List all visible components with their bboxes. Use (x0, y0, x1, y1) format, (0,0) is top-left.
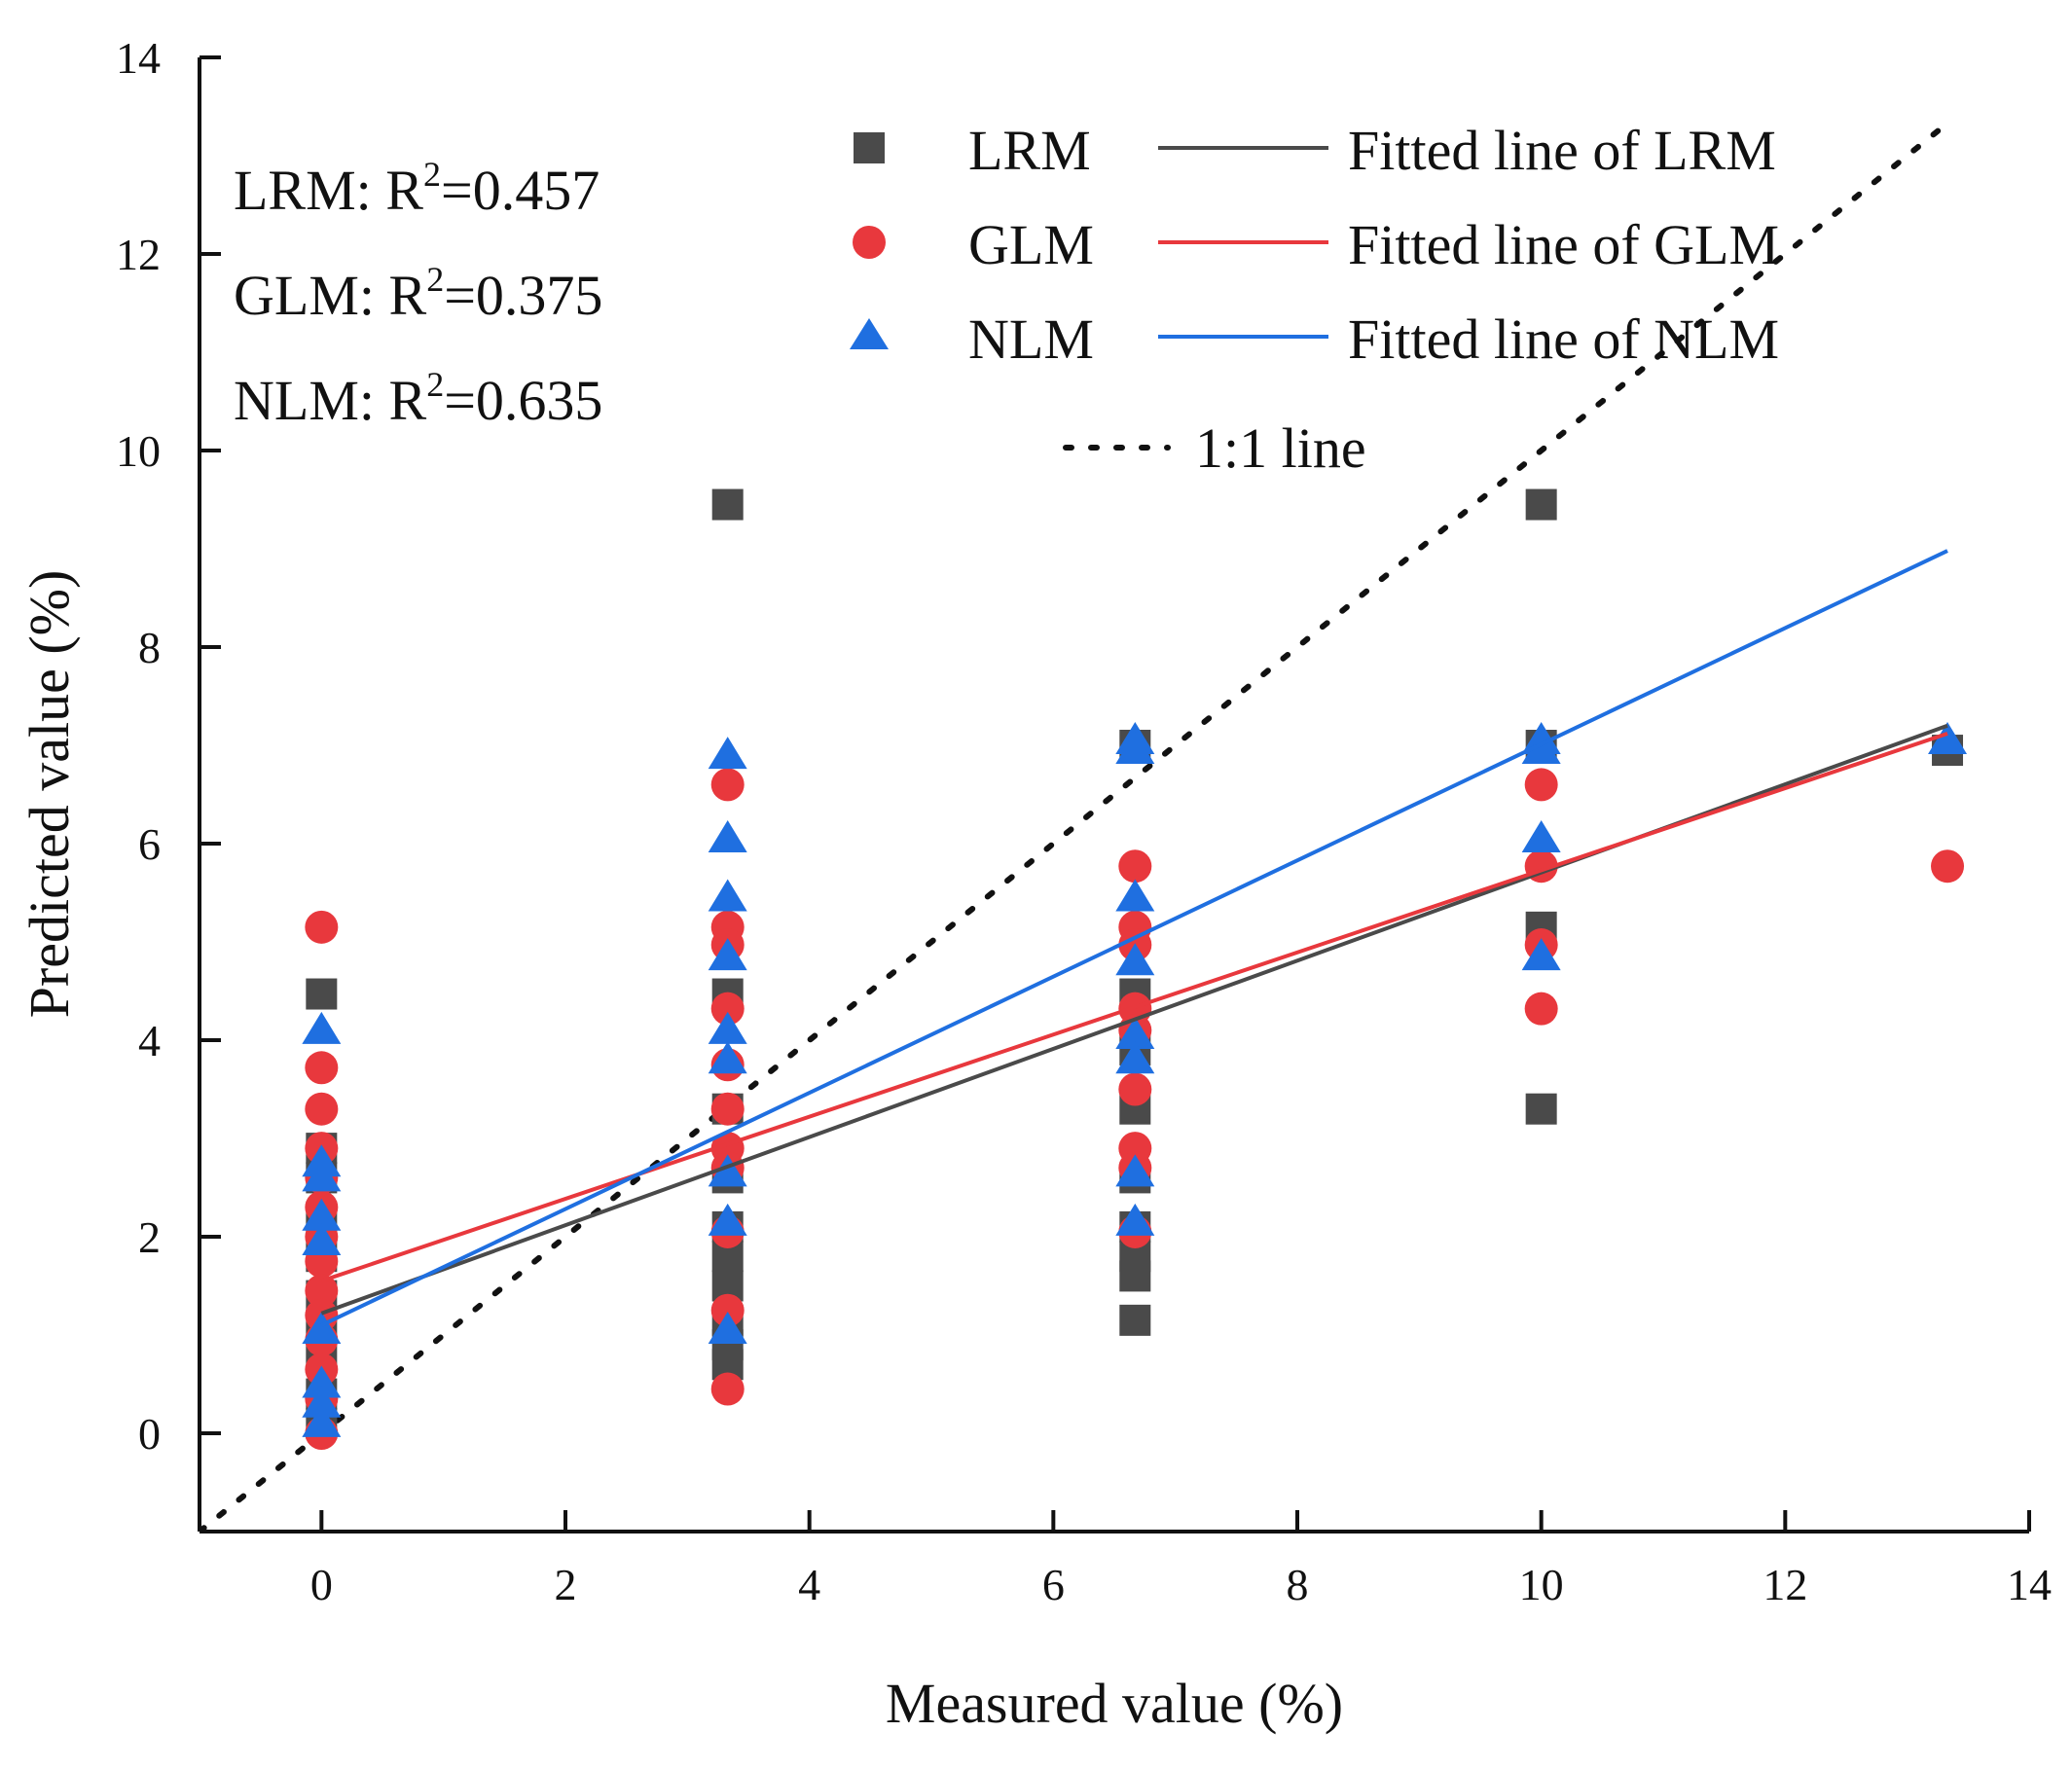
point-glm (710, 768, 745, 802)
point-glm (1524, 992, 1558, 1026)
point-glm (1118, 849, 1152, 884)
legend-marker-lrm (854, 132, 885, 163)
y-tick-label: 14 (116, 33, 161, 83)
point-nlm (302, 1198, 342, 1231)
point-glm (710, 992, 745, 1026)
x-tick-label: 12 (1763, 1560, 1807, 1609)
point-nlm (302, 1011, 342, 1044)
point-glm (1931, 849, 1965, 884)
y-tick-label: 12 (116, 230, 161, 279)
one-to-one-line (200, 120, 1951, 1532)
point-nlm (708, 1311, 747, 1344)
point-nlm (1115, 943, 1155, 976)
point-nlm (708, 879, 747, 912)
point-nlm (708, 737, 747, 770)
point-nlm (302, 1159, 342, 1192)
point-lrm (1119, 1304, 1151, 1336)
point-nlm (1928, 721, 1968, 754)
point-glm (710, 1092, 745, 1126)
legend-label-reference: 1:1 line (1195, 416, 1366, 480)
legend-marker-glm (853, 226, 886, 259)
y-tick-label: 10 (116, 426, 161, 476)
x-tick-label: 10 (1519, 1560, 1564, 1609)
x-tick-label: 4 (798, 1560, 820, 1609)
y-tick-label: 8 (138, 623, 161, 672)
point-nlm (302, 1404, 342, 1437)
x-axis-title: Measured value (%) (886, 1672, 1343, 1735)
point-nlm (708, 1041, 747, 1074)
fitted-line-glm (320, 731, 1948, 1283)
point-lrm (1119, 1260, 1151, 1292)
y-axis-title: Predicted value (%) (18, 570, 81, 1019)
point-nlm (1115, 1041, 1155, 1074)
y-tick-label: 2 (138, 1212, 161, 1262)
legend-fit-label-lrm: Fitted line of LRM (1348, 119, 1776, 182)
point-nlm (302, 1311, 342, 1344)
axis-ticks: 0 2 4 6 8 10 12 14 0 2 4 6 8 10 12 14 (116, 33, 2052, 1609)
r2-lrm: LRM: R2=0.457 (234, 155, 600, 222)
x-tick-label: 14 (2007, 1560, 2052, 1609)
r-squared-annotations: LRM: R2=0.457 GLM: R2=0.375 NLM: R2=0.63… (234, 155, 602, 432)
point-nlm (1115, 1154, 1155, 1187)
point-glm (1524, 768, 1558, 802)
point-nlm (1521, 938, 1561, 971)
point-nlm (708, 938, 747, 971)
point-lrm (1525, 488, 1557, 521)
y-tick-label: 4 (138, 1016, 161, 1065)
point-nlm (708, 1011, 747, 1044)
legend: LRM Fitted line of LRM GLM Fitted line o… (850, 119, 1779, 480)
point-nlm (1115, 732, 1155, 765)
legend-label-glm: GLM (968, 213, 1094, 276)
point-nlm (302, 1223, 342, 1256)
x-tick-label: 8 (1287, 1560, 1309, 1609)
point-lrm (1525, 1093, 1557, 1125)
y-tick-label: 0 (138, 1409, 161, 1459)
legend-label-lrm: LRM (968, 119, 1091, 182)
point-lrm (711, 488, 744, 521)
x-tick-label: 2 (555, 1560, 577, 1609)
legend-marker-nlm (850, 318, 889, 349)
point-glm (305, 1092, 339, 1126)
point-glm (305, 1051, 339, 1085)
point-nlm (1521, 732, 1561, 765)
legend-fit-label-nlm: Fitted line of NLM (1348, 307, 1779, 371)
legend-label-nlm: NLM (968, 307, 1094, 371)
point-nlm (302, 1365, 342, 1398)
y-tick-label: 6 (138, 819, 161, 869)
point-nlm (708, 819, 747, 852)
point-nlm (1115, 879, 1155, 912)
point-nlm (708, 1154, 747, 1187)
point-nlm (708, 1203, 747, 1236)
point-glm (710, 1293, 745, 1327)
point-glm (305, 1274, 339, 1308)
point-glm (305, 910, 339, 944)
x-tick-label: 6 (1042, 1560, 1065, 1609)
legend-fit-label-glm: Fitted line of GLM (1348, 213, 1779, 276)
point-nlm (1115, 1016, 1155, 1049)
x-tick-label: 0 (310, 1560, 333, 1609)
point-nlm (302, 1385, 342, 1418)
point-nlm (1521, 819, 1561, 852)
point-lrm (306, 978, 338, 1010)
point-glm (1118, 1072, 1152, 1106)
fitted-line-nlm (320, 549, 1948, 1327)
point-nlm (1115, 1203, 1155, 1236)
point-glm (710, 1372, 745, 1406)
r2-nlm: NLM: R2=0.635 (234, 365, 602, 432)
r2-glm: GLM: R2=0.375 (234, 260, 602, 327)
